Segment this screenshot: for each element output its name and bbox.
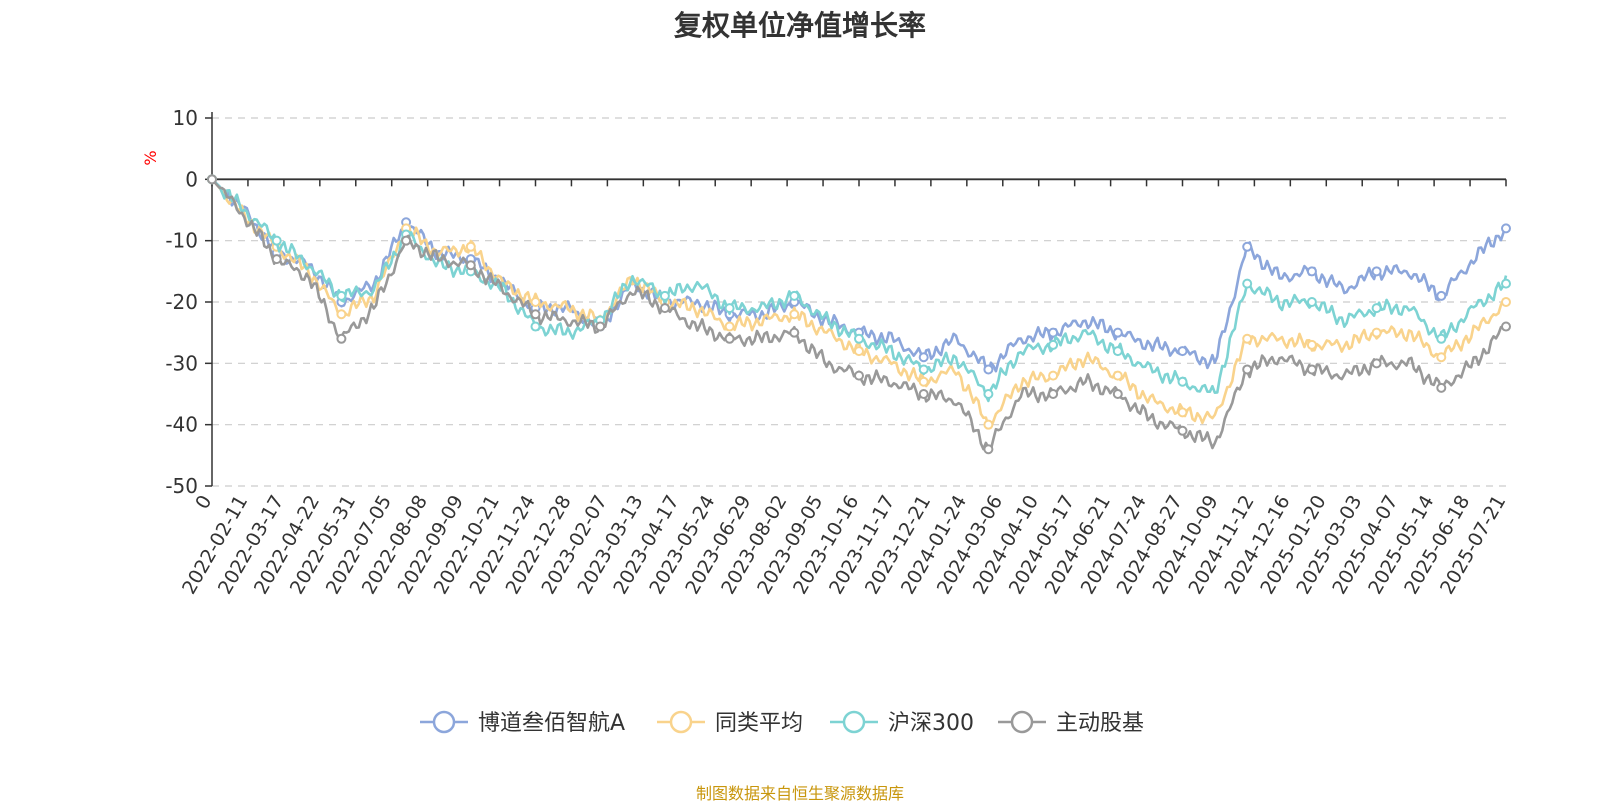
series-point (918, 352, 929, 363)
y-tick-label: 0 (185, 167, 198, 191)
series-point (1242, 278, 1253, 289)
series-point (1306, 339, 1317, 350)
series-point (1371, 358, 1382, 369)
series-point (983, 389, 994, 399)
series-point (1436, 333, 1447, 344)
y-tick-label: -50 (165, 474, 198, 498)
y-tick-label: -30 (165, 351, 198, 375)
y-tick-label: -10 (165, 229, 198, 253)
series-point (1436, 290, 1447, 301)
y-tick-label: -20 (165, 290, 198, 314)
series-point (724, 333, 735, 344)
series-point (1242, 241, 1253, 252)
legend-marker (669, 710, 693, 734)
series-point (1501, 223, 1511, 234)
y-tick-label: -40 (165, 413, 198, 437)
legend-label: 同类平均 (715, 711, 803, 736)
series-point (1177, 346, 1188, 357)
series-point (854, 370, 864, 381)
series-point (918, 376, 929, 387)
series-point (271, 254, 282, 265)
series-point (789, 327, 800, 338)
series-point (465, 241, 476, 252)
series-point (1048, 327, 1059, 338)
series-point (1242, 364, 1253, 375)
series-point (530, 321, 541, 332)
series-point (1436, 352, 1447, 363)
series-point (789, 290, 800, 301)
series-point (983, 419, 994, 430)
series-lines (207, 174, 1511, 455)
legend-label: 沪深300 (888, 711, 974, 736)
series-point (1048, 370, 1059, 381)
series-point (1306, 364, 1317, 375)
series-point (271, 235, 282, 246)
legend-label: 博道叁佰智航A (478, 711, 625, 736)
series-point (1112, 370, 1123, 381)
series-point (983, 364, 994, 375)
series-point (1501, 297, 1511, 307)
series-point (1436, 382, 1447, 393)
series-point (1112, 346, 1123, 357)
series-point (1371, 266, 1382, 277)
series-point (1371, 327, 1382, 338)
series-point (207, 174, 217, 185)
y-axis-unit-label: % (141, 150, 160, 165)
legend-marker (842, 710, 866, 734)
legend[interactable]: 博道叁佰智航A 同类平均 沪深300 主动股基 (420, 710, 1144, 736)
series-point (1501, 278, 1511, 289)
series-point (1371, 303, 1382, 314)
series-point (401, 235, 412, 246)
series-point (595, 321, 606, 332)
series-point (336, 309, 347, 320)
source-note: 制图数据来自恒生聚源数据库 (695, 784, 904, 803)
series-point (336, 333, 347, 344)
series-point (530, 297, 541, 307)
series-point (724, 303, 735, 314)
series-point (336, 290, 347, 301)
x-tick-label: 0 (191, 492, 216, 513)
legend-marker (1010, 710, 1034, 734)
series-point (1242, 333, 1253, 344)
series-point (1177, 425, 1188, 436)
series-point (918, 389, 929, 399)
series-point (983, 444, 994, 455)
series-point (465, 260, 476, 271)
legend-item[interactable]: 博道叁佰智航A (420, 710, 625, 736)
series-point (530, 309, 541, 320)
series-point (854, 346, 864, 357)
series-point (659, 290, 670, 301)
series-point (1177, 407, 1188, 418)
series-point (789, 309, 800, 320)
y-tick-label: 10 (173, 106, 198, 130)
series-point (1048, 339, 1059, 350)
series-point (1112, 327, 1123, 338)
legend-item[interactable]: 主动股基 (998, 710, 1144, 736)
axes: 100-10-20-30-40-50%02022-02-112022-03-17… (141, 106, 1510, 598)
legend-label: 主动股基 (1056, 711, 1144, 736)
series-point (1177, 376, 1188, 387)
chart-title: 复权单位净值增长率 (673, 9, 926, 42)
series-point (1501, 321, 1511, 332)
legend-item[interactable]: 同类平均 (657, 710, 803, 736)
series-point (1048, 389, 1059, 399)
series-point (1112, 389, 1123, 399)
series-point (1306, 266, 1317, 277)
series-point (1306, 297, 1317, 307)
series-point (854, 333, 864, 344)
legend-item[interactable]: 沪深300 (830, 710, 974, 736)
series-point (724, 321, 735, 332)
series-point (918, 364, 929, 375)
series-point (659, 303, 670, 314)
legend-marker (432, 710, 456, 734)
